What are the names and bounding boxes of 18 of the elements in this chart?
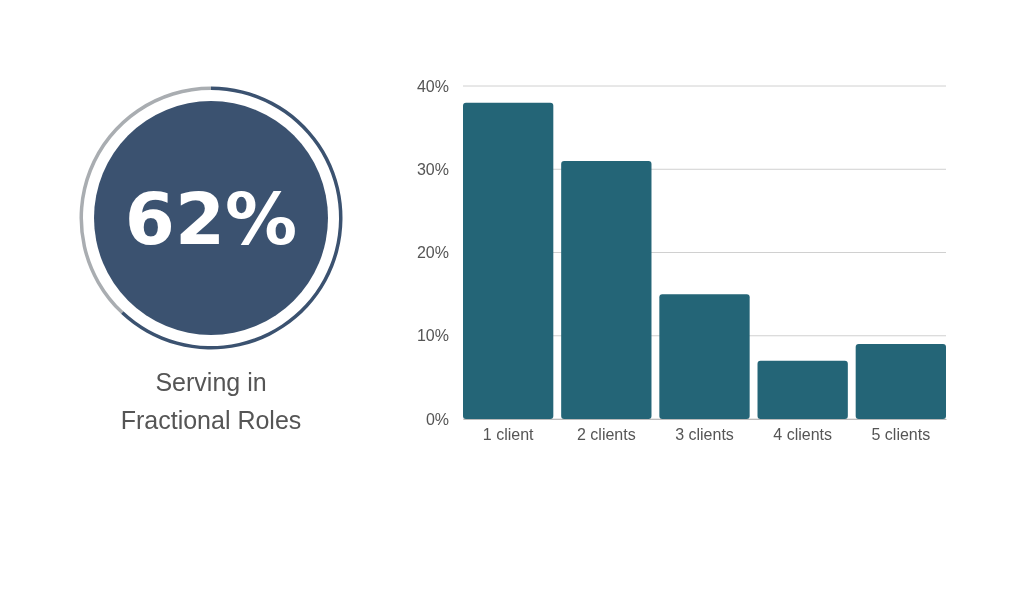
x-tick-label: 4 clients [773, 426, 833, 444]
x-tick-label: 3 clients [675, 426, 734, 444]
text: Serving in Fractional Roles [120, 368, 302, 434]
donut-slice [120, 86, 343, 350]
bar [659, 294, 750, 419]
bar [757, 360, 848, 419]
bar [463, 102, 554, 419]
y-tick-label: 20% [416, 244, 449, 262]
text: 62% [124, 177, 298, 261]
x-tick-label: 1 client [482, 426, 535, 444]
bar [561, 160, 652, 419]
y-tick-label: 30% [416, 160, 449, 178]
y-tick-label: 0% [425, 410, 449, 428]
x-tick-label: 2 clients [576, 426, 636, 444]
x-tick-label: 5 clients [871, 426, 931, 444]
y-tick-label: 40% [416, 77, 449, 95]
y-tick-label: 10% [416, 327, 449, 345]
bar [855, 344, 946, 419]
